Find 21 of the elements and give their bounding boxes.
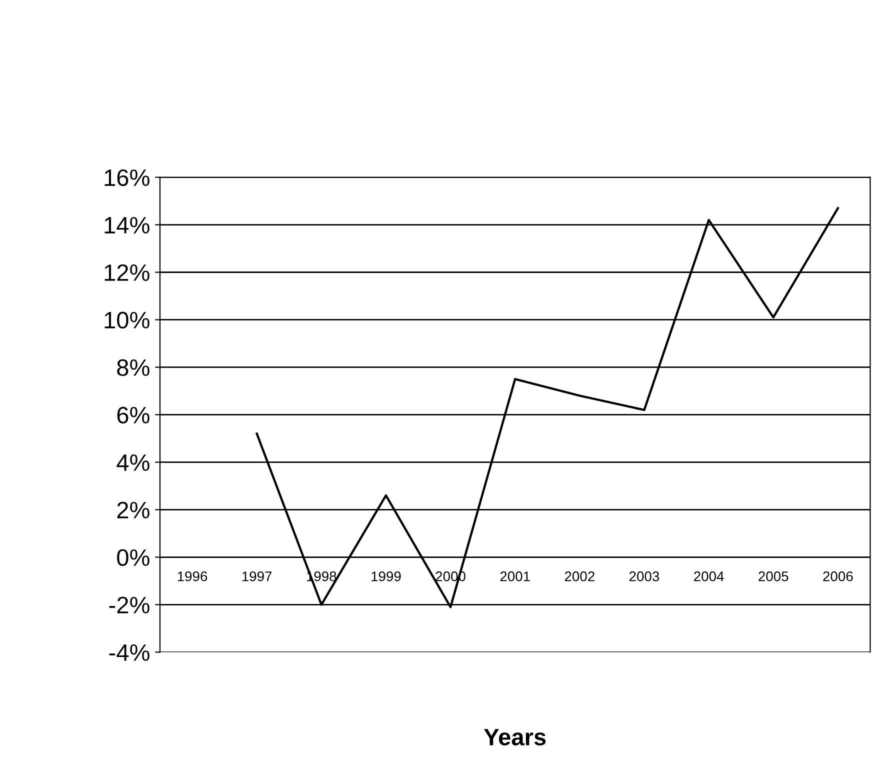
y-tick-label: 0% xyxy=(117,549,150,566)
x-tick-label: 1997 xyxy=(242,571,272,582)
x-tick-label: 1996 xyxy=(178,571,208,582)
x-axis-title: Years xyxy=(484,728,546,746)
y-tick-label: 10% xyxy=(104,312,150,329)
x-tick-label: 2004 xyxy=(694,571,724,582)
y-tick-label: -4% xyxy=(109,644,150,661)
y-tick-label: 12% xyxy=(104,264,150,281)
y-tick-label: 8% xyxy=(117,359,150,376)
y-tick-label: 14% xyxy=(104,216,150,234)
x-tick-label: 2003 xyxy=(629,571,660,582)
y-tick-label: -2% xyxy=(109,596,150,614)
x-tick-label: 2006 xyxy=(823,571,853,582)
x-tick-label: 2001 xyxy=(500,571,530,582)
x-tick-label: 2005 xyxy=(758,571,788,582)
y-tick-label: 2% xyxy=(117,502,150,518)
y-tick-label: 6% xyxy=(117,406,150,424)
y-tick-label: 16% xyxy=(104,169,150,186)
x-tick-label: 1999 xyxy=(372,571,401,582)
y-tick-label: 4% xyxy=(116,454,150,471)
x-tick-label: 2002 xyxy=(564,571,594,582)
